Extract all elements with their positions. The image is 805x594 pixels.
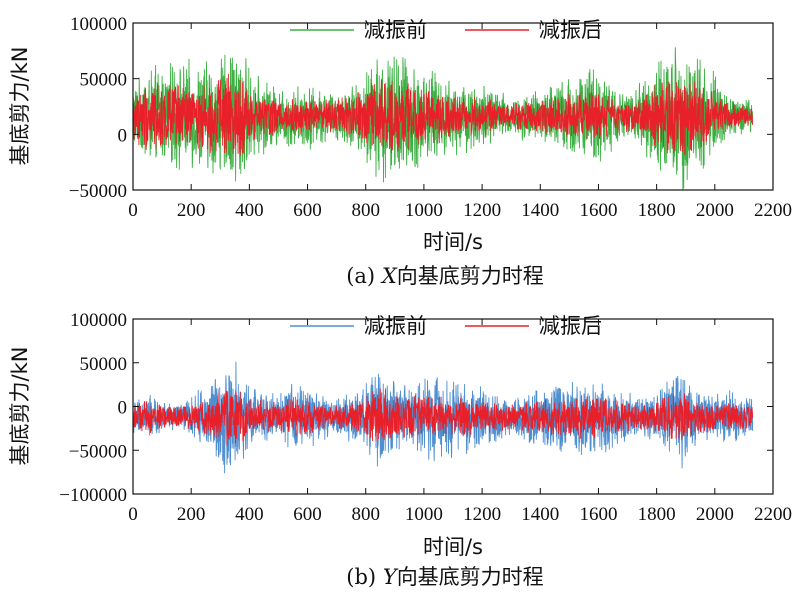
legend: 减振前 减振后 <box>290 314 602 338</box>
y-tick-label: 100000 <box>70 14 127 35</box>
y-axis-label: 基底剪力/kN <box>8 347 32 466</box>
x-tick-label: 1000 <box>405 504 443 525</box>
x-tick-label: 1200 <box>463 200 501 221</box>
series-line-after <box>133 73 754 156</box>
plot-area <box>133 361 754 474</box>
x-tick-label: 1600 <box>579 200 617 221</box>
x-tick-label: 600 <box>293 200 322 221</box>
x-tick-label: 400 <box>235 504 264 525</box>
legend-label-after: 减振后 <box>539 18 602 42</box>
panel-caption: (a) X向基底剪力时程 <box>346 264 544 288</box>
panel-x-direction: 0 200 400 600 800 1000 1200 1400 1600 1800 2000 220… <box>8 14 792 288</box>
x-tick-label: 800 <box>351 504 380 525</box>
x-tick-label: 800 <box>351 200 380 221</box>
x-tick-label: 1400 <box>521 200 559 221</box>
plot-frame <box>132 22 774 191</box>
legend: 减振前 减振后 <box>290 18 602 42</box>
x-tick-label: 1800 <box>638 200 676 221</box>
x-axis-label: 时间/s <box>423 535 483 559</box>
x-tick-label: 400 <box>235 200 264 221</box>
x-tick-label: 2000 <box>696 504 734 525</box>
x-axis-label: 时间/s <box>423 230 483 254</box>
x-tick-label: 2200 <box>754 504 792 525</box>
legend-label-before: 减振前 <box>364 18 427 42</box>
x-tick-label: 200 <box>177 200 206 221</box>
x-tick-label: 1800 <box>638 504 676 525</box>
x-tick-label: 1200 <box>463 504 501 525</box>
x-tick-label: 1000 <box>405 200 443 221</box>
x-tick-label: 0 <box>128 504 138 525</box>
y-axis-label: 基底剪力/kN <box>8 47 32 166</box>
legend-label-after: 减振后 <box>539 314 602 338</box>
x-tick-label: 600 <box>293 504 322 525</box>
legend-label-before: 减振前 <box>364 314 427 338</box>
y-tick-label: 50000 <box>80 354 128 375</box>
y-tick-label: 100000 <box>70 310 127 331</box>
x-tick-label: 2200 <box>754 200 792 221</box>
x-tick-label: 200 <box>177 504 206 525</box>
plot-area <box>133 47 754 190</box>
series-line-after <box>133 388 754 446</box>
y-tick-label: 50000 <box>80 70 128 91</box>
panel-caption: (b) Y向基底剪力时程 <box>346 565 543 589</box>
x-tick-label: 1400 <box>521 504 559 525</box>
y-tick-label: 0 <box>118 125 128 146</box>
x-tick-label: 1600 <box>579 504 617 525</box>
y-tick-label: −50000 <box>69 441 127 462</box>
y-tick-label: 0 <box>118 398 128 419</box>
x-tick-label: 2000 <box>696 200 734 221</box>
y-tick-label: −50000 <box>69 181 127 202</box>
x-tick-label: 0 <box>128 200 138 221</box>
panel-y-direction: 0 200 400 600 800 1000 1200 1400 1600 1800 2000 220… <box>8 310 792 589</box>
y-tick-label: −100000 <box>59 485 127 506</box>
